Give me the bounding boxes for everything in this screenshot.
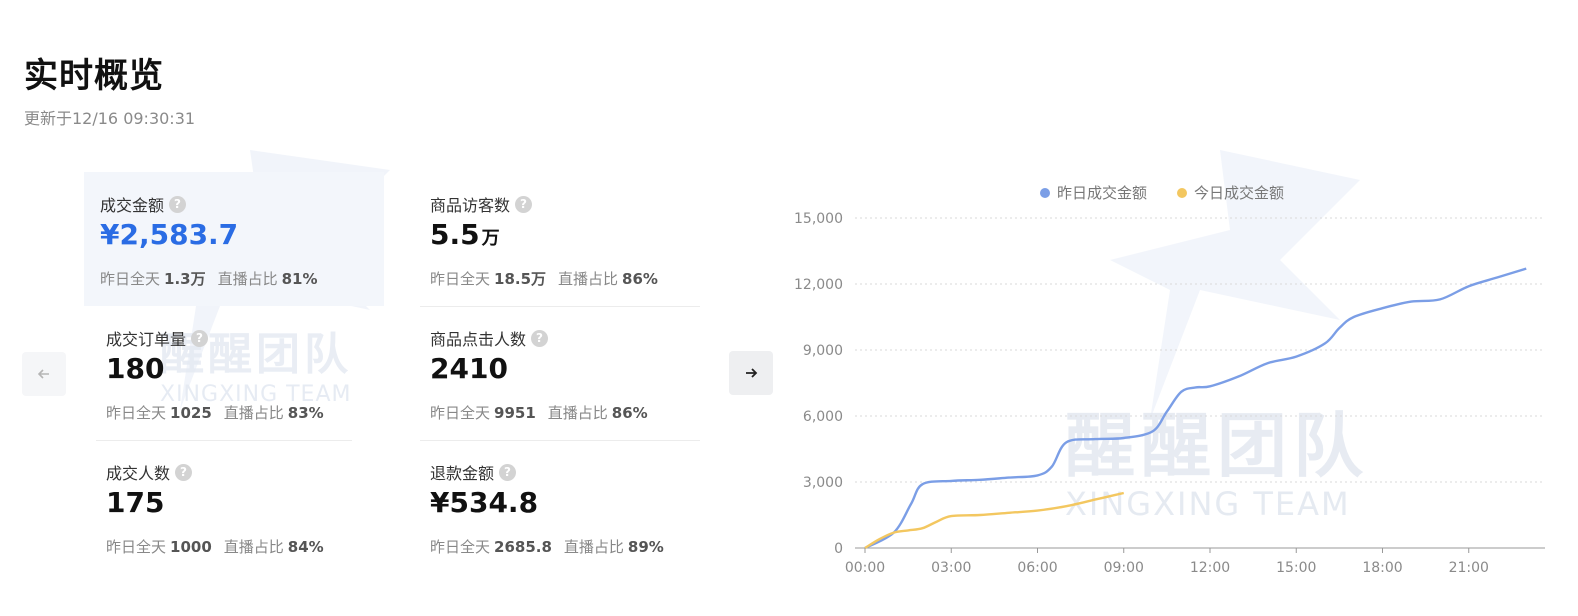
series-line-yesterday [864, 267, 1527, 550]
x-tick-label: 06:00 [1017, 560, 1057, 576]
yesterday-label: 昨日全天 [106, 538, 167, 556]
metric-unit: 万 [481, 228, 500, 249]
yesterday-label: 昨日全天 [430, 404, 491, 422]
yesterday-value: 2685.8 [494, 538, 552, 556]
help-icon[interactable]: ? [191, 329, 209, 347]
metric-sub: 昨日全天 18.5万 直播占比 86% [430, 268, 658, 289]
metric-card-clicks[interactable]: 商品点击人数? 2410 昨日全天 9951 直播占比 86% [414, 306, 714, 440]
yesterday-value: 1000 [170, 538, 212, 556]
y-tick-label: 0 [834, 541, 843, 557]
metric-label: 成交订单量 [106, 330, 187, 349]
live-ratio-label: 直播占比 [223, 404, 284, 422]
metric-label: 成交金额 [100, 196, 165, 215]
y-tick-label: 3,000 [803, 475, 843, 491]
legend-dot-yesterday [1040, 187, 1050, 198]
metric-card-visitors[interactable]: 商品访客数? 5.5 万 昨日全天 18.5万 直播占比 86% [414, 172, 714, 306]
metric-label: 商品点击人数 [430, 330, 527, 349]
legend-label-yesterday: 昨日成交金额 [1057, 184, 1148, 202]
legend-dot-today [1177, 187, 1188, 198]
live-ratio-value: 83% [287, 404, 324, 422]
series-line-today [864, 491, 1125, 550]
metric-label: 商品访客数 [430, 196, 511, 215]
legend-item-yesterday[interactable]: 昨日成交金额 [1040, 182, 1147, 203]
yesterday-value: 9951 [494, 404, 536, 422]
live-ratio-value: 86% [622, 270, 658, 288]
yesterday-label: 昨日全天 [430, 270, 491, 288]
yesterday-label: 昨日全天 [106, 404, 167, 422]
x-tick-label: 21:00 [1449, 560, 1489, 576]
metric-value: 180 [106, 352, 164, 385]
y-tick-label: 6,000 [803, 409, 843, 425]
metric-value-text: ¥2,583.7 [100, 218, 239, 251]
arrow-right-icon [746, 368, 758, 378]
y-tick-label: 9,000 [803, 343, 843, 359]
y-tick-label: 15,000 [794, 211, 843, 227]
metric-value: 2410 [430, 352, 508, 385]
help-icon[interactable]: ? [499, 463, 517, 481]
live-ratio-label: 直播占比 [223, 538, 284, 556]
gmv-line-chart: 醒醒团队 XINGXING TEAM 0 3,000 6,000 9,000 12,00… [790, 150, 1560, 590]
help-icon[interactable]: ? [175, 463, 193, 481]
live-ratio-label: 直播占比 [563, 538, 624, 556]
live-ratio-value: 81% [281, 270, 318, 288]
metric-label: 成交人数 [106, 464, 171, 483]
metric-value: ¥2,583.7 [100, 218, 238, 251]
metric-card-orders[interactable]: 成交订单量? 180 昨日全天 1025 直播占比 83% [90, 306, 390, 440]
chart-plot: 0 3,000 6,000 9,000 12,000 15,000 00:00 03:00 06… [794, 211, 1545, 576]
next-page-button[interactable] [729, 351, 773, 395]
legend-label-today: 今日成交金额 [1194, 184, 1285, 202]
metric-sub: 昨日全天 2685.8 直播占比 89% [430, 536, 664, 557]
prev-page-button[interactable] [22, 352, 66, 396]
help-icon[interactable]: ? [531, 329, 549, 347]
chart-legend: 昨日成交金额 今日成交金额 [1040, 182, 1284, 203]
x-tick-label: 09:00 [1104, 560, 1144, 576]
metric-label: 退款金额 [430, 464, 495, 483]
legend-item-today[interactable]: 今日成交金额 [1177, 182, 1284, 203]
metric-value-text: 175 [106, 486, 165, 519]
yesterday-value: 1025 [170, 404, 212, 422]
metric-sub: 昨日全天 1.3万 直播占比 81% [100, 268, 318, 289]
row-divider [96, 440, 352, 441]
metric-card-refund[interactable]: 退款金额? ¥534.8 昨日全天 2685.8 直播占比 89% [414, 440, 714, 574]
metric-card-buyers[interactable]: 成交人数? 175 昨日全天 1000 直播占比 84% [90, 440, 390, 574]
yesterday-value: 1.3万 [164, 270, 206, 288]
y-tick-label: 12,000 [794, 277, 843, 293]
row-divider [420, 440, 700, 441]
help-icon[interactable]: ? [515, 195, 533, 213]
live-ratio-value: 89% [627, 538, 664, 556]
live-ratio-label: 直播占比 [547, 404, 608, 422]
arrow-left-icon [37, 369, 49, 379]
yesterday-value: 18.5万 [494, 270, 547, 288]
metric-value-text: 5.5 [430, 218, 480, 251]
page-title: 实时概览 [24, 56, 164, 96]
metric-value: 5.5 万 [430, 218, 500, 251]
metric-value-text: ¥534.8 [430, 486, 539, 519]
x-tick-label: 03:00 [931, 560, 971, 576]
metric-value: 175 [106, 486, 164, 519]
metric-card-gmv[interactable]: 成交金额? ¥2,583.7 昨日全天 1.3万 直播占比 81% [84, 172, 384, 306]
metric-sub: 昨日全天 9951 直播占比 86% [430, 402, 648, 423]
metric-value-text: 2410 [430, 352, 508, 385]
x-tick-label: 00:00 [845, 560, 885, 576]
metric-sub: 昨日全天 1025 直播占比 83% [106, 402, 324, 423]
metric-value-text: 180 [106, 352, 165, 385]
help-icon[interactable]: ? [169, 195, 187, 213]
live-ratio-label: 直播占比 [217, 270, 278, 288]
yesterday-label: 昨日全天 [430, 538, 491, 556]
live-ratio-value: 86% [611, 404, 648, 422]
yesterday-label: 昨日全天 [100, 270, 161, 288]
x-tick-label: 15:00 [1276, 560, 1316, 576]
metrics-grid: 成交金额? ¥2,583.7 昨日全天 1.3万 直播占比 81% 商品访客数? 5.… [84, 172, 702, 574]
metric-value: ¥534.8 [430, 486, 538, 519]
update-time: 更新于12/16 09:30:31 [24, 109, 196, 128]
x-tick-label: 18:00 [1362, 560, 1402, 576]
metric-sub: 昨日全天 1000 直播占比 84% [106, 536, 324, 557]
row-divider [420, 306, 700, 307]
live-ratio-value: 84% [287, 538, 324, 556]
live-ratio-label: 直播占比 [558, 270, 619, 288]
x-tick-label: 12:00 [1190, 560, 1230, 576]
